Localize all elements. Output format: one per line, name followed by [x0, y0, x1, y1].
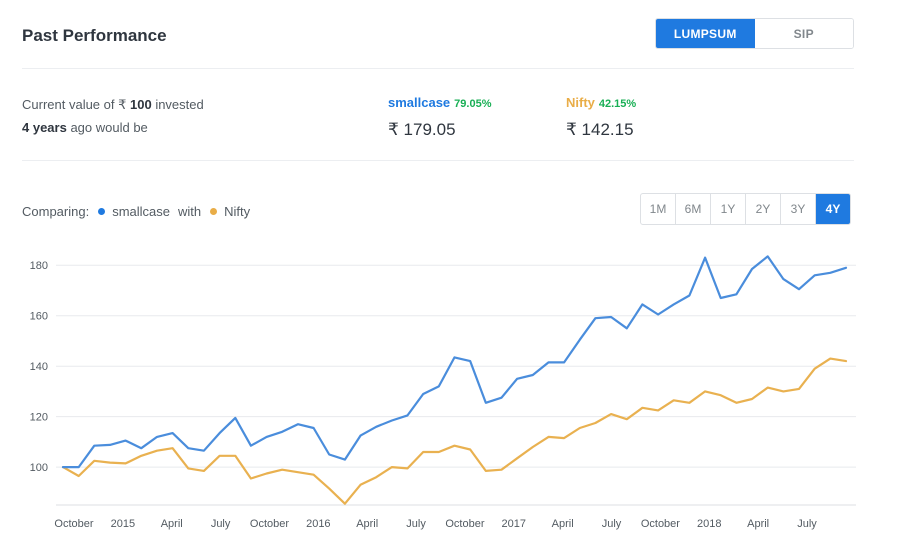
series-line-nifty [61, 357, 848, 505]
range-toggle: 1M 6M 1Y 2Y 3Y 4Y [640, 193, 851, 225]
y-tick-label: 140 [30, 361, 48, 373]
x-tick-label: 2015 [111, 518, 135, 530]
x-tick-label: 2018 [697, 518, 721, 530]
y-tick-label: 160 [30, 311, 48, 323]
x-tick-label: October [54, 518, 93, 530]
x-tick-label: October [445, 518, 484, 530]
invested-amount: 100 [130, 97, 152, 112]
summary-suffix: invested [151, 97, 204, 112]
x-tick-label: April [161, 518, 183, 530]
x-tick-label: July [406, 518, 426, 530]
y-tick-label: 100 [30, 462, 48, 474]
x-tick-label: 2017 [502, 518, 526, 530]
legend-nifty-value: ₹ 142.15 [566, 120, 634, 139]
x-tick-label: April [552, 518, 574, 530]
x-tick-label: April [747, 518, 769, 530]
nifty-dot-icon [210, 208, 218, 215]
lumpsum-button[interactable]: LUMPSUM [656, 19, 755, 48]
summary-line-2: 4 years ago would be [22, 120, 148, 135]
x-tick-label: 2016 [306, 518, 330, 530]
mid-divider [22, 160, 854, 161]
series-line-smallcase [61, 255, 848, 469]
legend-smallcase-pct: 79.05% [454, 98, 492, 110]
summary-line-1: Current value of ₹ 100 invested [22, 97, 204, 113]
legend-nifty-pct: 42.15% [598, 98, 637, 110]
y-tick-label: 120 [30, 412, 48, 424]
x-tick-label: July [211, 518, 231, 530]
range-1y-button[interactable]: 1Y [711, 194, 746, 224]
legend-nifty: Nifty 42.15% ₹ 142.15 [566, 94, 636, 140]
smallcase-dot-icon [98, 208, 106, 215]
mode-toggle: LUMPSUM SIP [655, 18, 854, 49]
x-tick-label: July [797, 518, 817, 530]
range-4y-button[interactable]: 4Y [816, 194, 850, 224]
summary-prefix: Current value of ₹ [22, 97, 130, 112]
y-tick-label: 180 [30, 260, 48, 272]
comparing-nifty: Nifty [224, 204, 251, 219]
comparing-smallcase: smallcase [112, 204, 170, 219]
x-tick-label: October [250, 518, 289, 530]
range-1m-button[interactable]: 1M [641, 194, 676, 224]
legend-smallcase-value: ₹ 179.05 [388, 120, 456, 139]
x-tick-label: October [641, 518, 680, 530]
range-2y-button[interactable]: 2Y [746, 194, 781, 224]
comparing-with: with [178, 204, 202, 219]
comparing-label: Comparing: [22, 204, 90, 219]
comparing-row: Comparing: smallcase with Nifty [22, 204, 250, 219]
range-3y-button[interactable]: 3Y [781, 194, 816, 224]
x-tick-label: April [356, 518, 378, 530]
legend-nifty-name: Nifty [566, 95, 595, 110]
top-divider [22, 68, 854, 69]
x-tick-label: July [602, 518, 622, 530]
sip-button[interactable]: SIP [754, 19, 853, 48]
summary-suffix-2: ago would be [66, 120, 148, 135]
period-text: 4 years [22, 120, 67, 135]
page-title: Past Performance [22, 26, 167, 45]
range-6m-button[interactable]: 6M [676, 194, 711, 224]
legend-smallcase-name: smallcase [388, 95, 451, 110]
legend-smallcase: smallcase 79.05% ₹ 179.05 [388, 94, 491, 140]
